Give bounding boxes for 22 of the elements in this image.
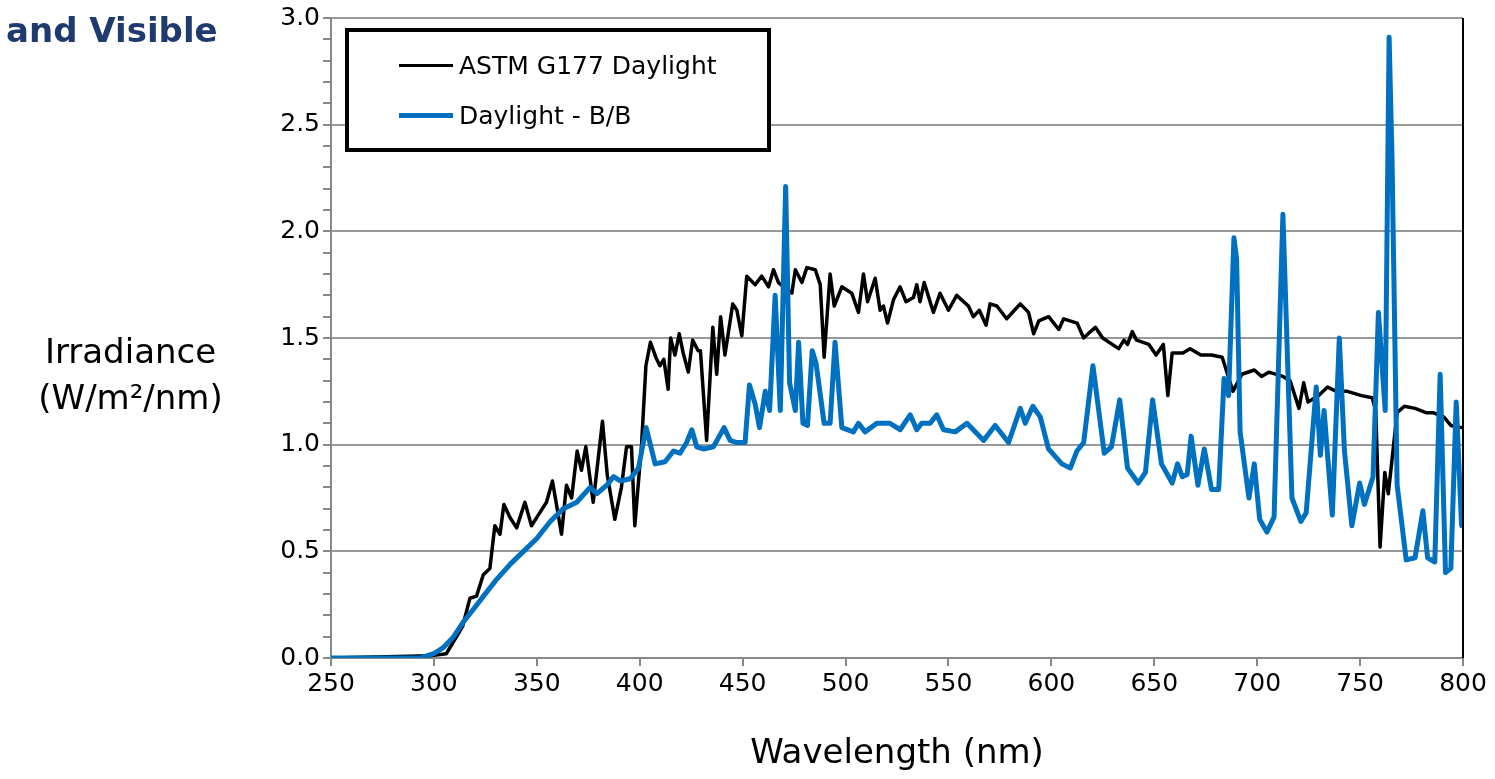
- y-tick-label: 0.5: [280, 534, 320, 564]
- x-tick-label: 750: [1336, 667, 1384, 697]
- y-tick-label: 3.0: [280, 1, 320, 31]
- x-tick-label: 650: [1130, 667, 1179, 697]
- y-tick-label: 1.5: [280, 321, 320, 351]
- y-tick-label: 2.5: [280, 108, 320, 138]
- x-tick-label: 550: [924, 667, 973, 697]
- x-tick-label: 500: [821, 667, 870, 697]
- x-tick-label: 400: [615, 667, 664, 697]
- legend-label: ASTM G177 Daylight: [459, 50, 717, 80]
- x-tick-label: 450: [718, 667, 767, 697]
- x-tick-label: 800: [1439, 667, 1487, 697]
- y-tick-label: 2.0: [280, 214, 320, 244]
- x-tick-label: 700: [1233, 667, 1282, 697]
- legend-label: Daylight - B/B: [459, 100, 632, 130]
- x-tick-label: 350: [512, 667, 561, 697]
- y-axis-title: Irradiance (W/m²/nm): [37, 330, 224, 419]
- chart-title: and Visible: [6, 10, 218, 50]
- x-tick-label: 300: [410, 667, 458, 697]
- y-tick-label: 1.0: [280, 428, 320, 458]
- x-axis-title: Wavelength (nm): [750, 731, 1044, 772]
- x-tick-label: 600: [1027, 667, 1076, 697]
